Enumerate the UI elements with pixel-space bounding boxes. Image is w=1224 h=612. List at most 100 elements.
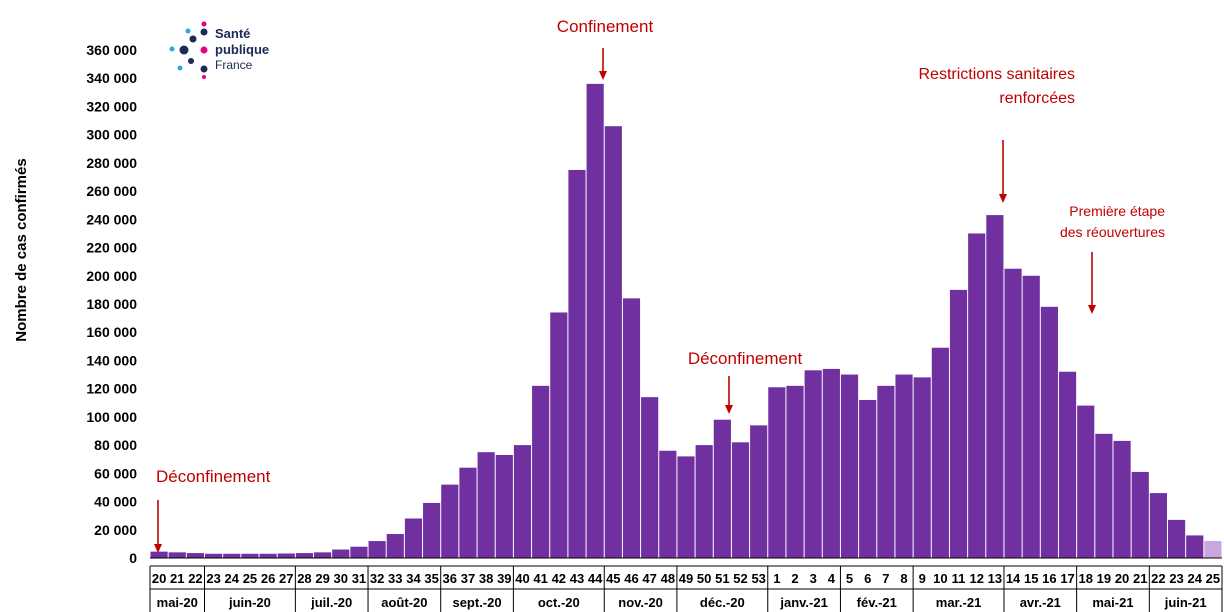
x-tick-label: 22: [1151, 571, 1165, 586]
x-tick-label: 51: [715, 571, 729, 586]
x-tick-label: 44: [588, 571, 603, 586]
bar: [586, 83, 604, 558]
annotation-confinement: Confinement: [557, 17, 654, 80]
x-tick-label: 5: [846, 571, 853, 586]
x-tick-label: 30: [334, 571, 348, 586]
x-tick-label: 40: [515, 571, 529, 586]
x-tick-label: 38: [479, 571, 493, 586]
x-axis: 20 21 22 23 24 25 26 27 28 29 30 31 32 33 34 35 36 37 38 39…: [149, 557, 1223, 612]
logo-text-line1: Santé: [215, 26, 250, 41]
x-tick-label: 21: [170, 571, 184, 586]
month-label: avr.-21: [1020, 595, 1061, 610]
bar: [895, 374, 913, 558]
bar: [186, 553, 205, 558]
bar: [641, 397, 659, 558]
bar: [1167, 519, 1186, 558]
x-tick-label: 14: [1006, 571, 1021, 586]
x-tick-label: 45: [606, 571, 620, 586]
bar: [241, 553, 259, 558]
x-tick-label: 26: [261, 571, 275, 586]
bar: [877, 385, 895, 558]
bar: [604, 126, 622, 558]
bar: [931, 347, 949, 558]
x-tick-label: 22: [188, 571, 202, 586]
y-tick-label: 60 000: [94, 465, 137, 481]
annotation-deconfinement-1: Déconfinement: [154, 467, 271, 553]
y-tick-label: 80 000: [94, 437, 137, 453]
bar: [750, 425, 768, 558]
x-tick-label: 31: [352, 571, 366, 586]
month-label: août-20: [381, 595, 427, 610]
annotation-text: Confinement: [557, 17, 654, 36]
month-label: mai-20: [157, 595, 198, 610]
bar: [168, 552, 186, 558]
bar: [968, 233, 986, 558]
y-tick-label: 40 000: [94, 494, 137, 510]
month-label: juin-20: [228, 595, 271, 610]
bar: [332, 549, 350, 558]
y-tick-label: 260 000: [86, 183, 137, 199]
x-tick-label: 8: [900, 571, 907, 586]
bar: [986, 215, 1004, 558]
x-tick-label: 3: [810, 571, 817, 586]
x-tick-label: 24: [225, 571, 240, 586]
bar: [1095, 433, 1113, 558]
bar: [277, 553, 295, 558]
y-axis: 0 20 000 40 000 60 000 80 000 100 000 120 000 1…: [86, 42, 137, 566]
month-label: mai-21: [1092, 595, 1133, 610]
x-tick-label: 36: [443, 571, 457, 586]
bar: [859, 399, 877, 558]
bar: [513, 445, 532, 558]
annotation-arrow-head: [999, 194, 1007, 203]
month-label: janv.-21: [779, 595, 827, 610]
month-label: mar.-21: [936, 595, 982, 610]
bar: [1058, 371, 1077, 558]
x-tick-label: 20: [1115, 571, 1129, 586]
x-tick-label: 35: [424, 571, 438, 586]
logo-text-line2: publique: [215, 42, 269, 57]
bar: [205, 553, 223, 558]
y-tick-label: 120 000: [86, 381, 137, 397]
x-tick-label: 4: [828, 571, 836, 586]
x-tick-label: 32: [370, 571, 384, 586]
x-tick-label: 9: [919, 571, 926, 586]
bar: [1113, 440, 1131, 558]
annotation-arrow-head: [725, 405, 733, 414]
x-tick-label: 16: [1042, 571, 1056, 586]
bar: [568, 169, 586, 558]
x-tick-label: 46: [624, 571, 638, 586]
annotation-text: renforcées: [999, 90, 1075, 107]
bar: [295, 553, 314, 558]
x-tick-label: 21: [1133, 571, 1147, 586]
logo-text-line3: France: [215, 58, 253, 72]
x-tick-label: 25: [243, 571, 257, 586]
annotation-arrow-head: [154, 544, 162, 553]
bar: [768, 387, 786, 558]
y-axis-label: Nombre de cas confirmés: [13, 158, 30, 341]
annotation-reouvertures: Première étape des réouvertures: [1060, 203, 1165, 314]
month-label: juil.-20: [310, 595, 352, 610]
x-tick-label: 6: [864, 571, 871, 586]
annotation-arrow-head: [599, 71, 607, 80]
bars-group: [150, 83, 1222, 558]
bar: [368, 541, 386, 558]
bar: [949, 289, 968, 558]
x-tick-label: 12: [969, 571, 983, 586]
x-tick-label: 20: [152, 571, 166, 586]
x-tick-label: 11: [952, 571, 966, 586]
bar: [495, 454, 513, 558]
x-tick-label: 52: [733, 571, 747, 586]
bar: [1131, 471, 1149, 558]
x-tick-label: 23: [1169, 571, 1183, 586]
x-tick-label: 33: [388, 571, 402, 586]
x-tick-label: 18: [1078, 571, 1092, 586]
x-tick-label: 28: [297, 571, 311, 586]
y-tick-label: 220 000: [86, 240, 137, 256]
bar: [1040, 306, 1058, 558]
x-tick-label: 37: [461, 571, 475, 586]
x-tick-label: 34: [406, 571, 421, 586]
y-tick-label: 160 000: [86, 324, 137, 340]
y-tick-label: 0: [129, 550, 137, 566]
annotation-text: Déconfinement: [156, 467, 271, 486]
